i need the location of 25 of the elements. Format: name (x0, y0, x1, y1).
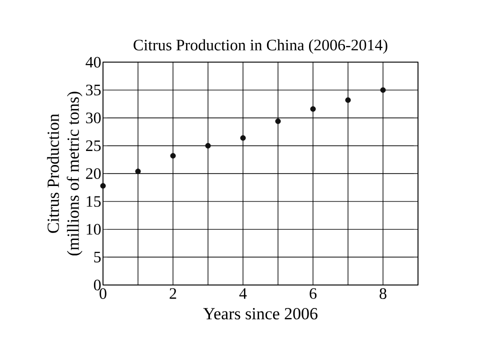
y-tick-label: 15 (86, 196, 101, 207)
point (345, 97, 351, 103)
y-tick-label: 40 (86, 56, 101, 68)
y-tick-label: 10 (86, 224, 101, 235)
x-tick-label: 4 (239, 288, 247, 299)
y-tick-label: 35 (86, 84, 101, 96)
y-tick-label: 25 (86, 140, 101, 152)
point (100, 183, 106, 189)
point (240, 135, 246, 141)
x-tick-label: 8 (380, 288, 386, 299)
point (275, 118, 281, 124)
point (205, 142, 211, 149)
point (135, 168, 141, 174)
point (170, 152, 176, 159)
point (310, 106, 316, 112)
y-tick-label: 0 (94, 280, 101, 290)
chart-title: Citrus Production in China (2006-2014) (134, 39, 388, 54)
x-tick-label: 6 (310, 288, 317, 299)
point (380, 87, 386, 93)
y-tick-label: 20 (86, 168, 101, 179)
x-tick-label: 2 (170, 288, 176, 299)
x-axis-title: Years since 2006 (203, 308, 318, 320)
y-tick-label: 30 (86, 112, 101, 124)
y-tick-label: 5 (94, 252, 101, 262)
y-axis-title: Citrus Production (millions of metric tons) (47, 92, 82, 256)
